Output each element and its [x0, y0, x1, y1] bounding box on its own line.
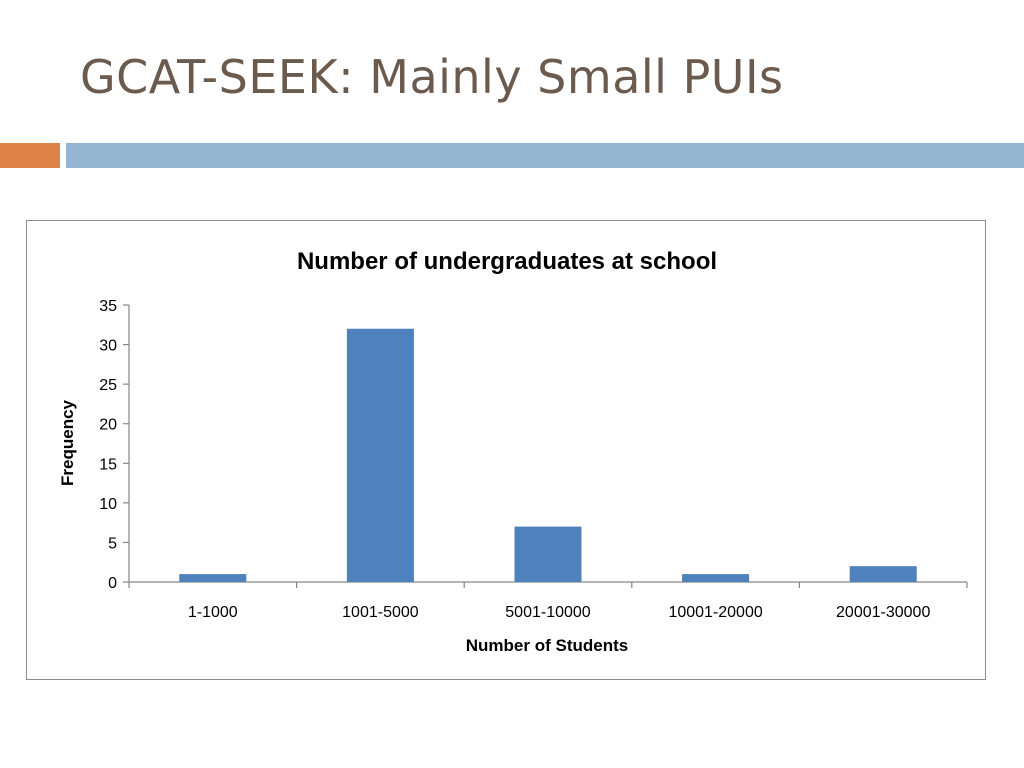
y-tick-label: 20 [99, 417, 117, 434]
y-tick-label: 10 [99, 496, 117, 513]
slide-title: GCAT-SEEK: Mainly Small PUIs [80, 50, 784, 104]
bar-chart: Number of undergraduates at school Frequ… [58, 248, 968, 655]
chart-frame: Number of undergraduates at school Frequ… [26, 220, 986, 680]
bar [179, 574, 247, 582]
bar [346, 328, 414, 582]
x-tick-label: 1-1000 [188, 604, 238, 621]
x-tick-label: 1001-5000 [342, 604, 419, 621]
accent-bar-orange [0, 143, 60, 168]
y-tick-label: 0 [108, 575, 117, 592]
x-tick-label: 20001-30000 [836, 604, 930, 621]
x-axis-label: Number of Students [466, 636, 628, 655]
y-tick-label: 15 [99, 456, 117, 473]
x-tick-label: 10001-20000 [668, 604, 762, 621]
x-tick-label: 5001-10000 [505, 604, 591, 621]
y-tick-label: 25 [99, 377, 117, 394]
plot-area: 0 5 10 15 20 25 30 35 1-1000 1001-5000 5001-10000 1… [99, 298, 968, 621]
accent-bar-blue [66, 143, 1024, 168]
y-tick-label: 35 [99, 298, 117, 315]
y-tick-label: 30 [99, 338, 117, 355]
y-tick-label: 5 [108, 535, 117, 552]
y-axis-label: Frequency [58, 399, 77, 486]
bar [849, 566, 917, 582]
bar [682, 574, 750, 582]
bar [514, 526, 582, 582]
chart-title: Number of undergraduates at school [297, 248, 717, 275]
